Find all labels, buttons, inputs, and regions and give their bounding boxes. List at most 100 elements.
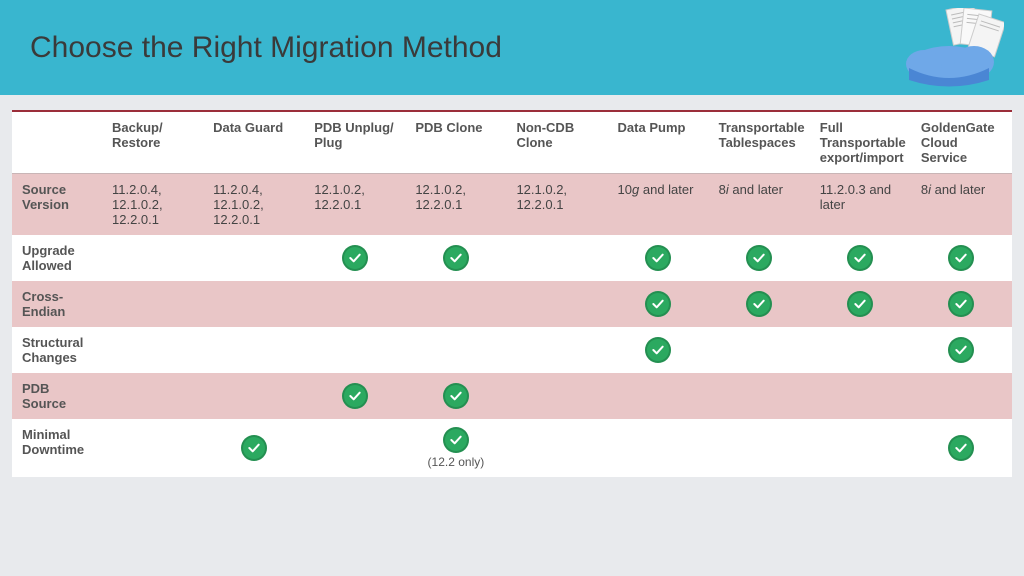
column-header: PDB Clone bbox=[405, 112, 506, 174]
column-header: Data Pump bbox=[608, 112, 709, 174]
check-icon bbox=[746, 291, 772, 317]
page-title: Choose the Right Migration Method bbox=[30, 31, 502, 65]
check-icon bbox=[342, 245, 368, 271]
table-cell bbox=[506, 281, 607, 327]
check-icon bbox=[948, 337, 974, 363]
migration-table: Backup/ RestoreData GuardPDB Unplug/ Plu… bbox=[12, 112, 1012, 477]
check-icon bbox=[746, 245, 772, 271]
column-header: PDB Unplug/ Plug bbox=[304, 112, 405, 174]
table-cell: 12.1.0.2, 12.2.0.1 bbox=[506, 174, 607, 236]
table-cell: 11.2.0.4, 12.1.0.2, 12.2.0.1 bbox=[203, 174, 304, 236]
table-row: Cross-Endian bbox=[12, 281, 1012, 327]
table-cell bbox=[709, 327, 810, 373]
table-row: Source Version11.2.0.4, 12.1.0.2, 12.2.0… bbox=[12, 174, 1012, 236]
page-header: Choose the Right Migration Method bbox=[0, 0, 1024, 95]
row-label: Structural Changes bbox=[12, 327, 102, 373]
column-header: Transportable Tablespaces bbox=[709, 112, 810, 174]
check-icon bbox=[241, 435, 267, 461]
table-cell bbox=[911, 281, 1012, 327]
table-cell bbox=[304, 327, 405, 373]
cell-note: (12.2 only) bbox=[415, 455, 496, 469]
table-cell bbox=[304, 281, 405, 327]
column-header: Full Transportable export/import bbox=[810, 112, 911, 174]
check-icon bbox=[443, 427, 469, 453]
table-cell bbox=[203, 235, 304, 281]
check-icon bbox=[443, 383, 469, 409]
table-cell: 11.2.0.3 and later bbox=[810, 174, 911, 236]
table-cell: 12.1.0.2, 12.2.0.1 bbox=[304, 174, 405, 236]
table-cell bbox=[911, 235, 1012, 281]
cloud-docs-icon bbox=[894, 8, 1004, 93]
table-cell bbox=[203, 281, 304, 327]
row-label-header bbox=[12, 112, 102, 174]
check-icon bbox=[847, 245, 873, 271]
table-cell bbox=[911, 373, 1012, 419]
check-icon bbox=[645, 291, 671, 317]
table-cell bbox=[810, 373, 911, 419]
check-icon bbox=[645, 337, 671, 363]
check-icon bbox=[847, 291, 873, 317]
check-icon bbox=[948, 435, 974, 461]
table-cell bbox=[506, 373, 607, 419]
table-cell bbox=[203, 373, 304, 419]
table-cell: 12.1.0.2, 12.2.0.1 bbox=[405, 174, 506, 236]
column-header: Data Guard bbox=[203, 112, 304, 174]
table-cell bbox=[911, 327, 1012, 373]
check-icon bbox=[342, 383, 368, 409]
table-cell bbox=[203, 327, 304, 373]
table-cell bbox=[608, 373, 709, 419]
row-label: Minimal Downtime bbox=[12, 419, 102, 477]
table-cell bbox=[304, 235, 405, 281]
table-cell bbox=[608, 281, 709, 327]
table-cell bbox=[405, 235, 506, 281]
content-area: Backup/ RestoreData GuardPDB Unplug/ Plu… bbox=[0, 95, 1024, 492]
table-row: Minimal Downtime (12.2 only) bbox=[12, 419, 1012, 477]
table-row: PDB Source bbox=[12, 373, 1012, 419]
table-cell bbox=[405, 327, 506, 373]
migration-table-wrap: Backup/ RestoreData GuardPDB Unplug/ Plu… bbox=[12, 110, 1012, 477]
table-cell bbox=[810, 419, 911, 477]
table-cell bbox=[405, 373, 506, 419]
column-header: Backup/ Restore bbox=[102, 112, 203, 174]
check-icon bbox=[443, 245, 469, 271]
table-cell: 8i and later bbox=[709, 174, 810, 236]
table-cell bbox=[102, 281, 203, 327]
table-cell bbox=[810, 235, 911, 281]
row-label: Source Version bbox=[12, 174, 102, 236]
table-cell bbox=[506, 327, 607, 373]
table-cell bbox=[709, 281, 810, 327]
check-icon bbox=[645, 245, 671, 271]
table-cell: (12.2 only) bbox=[405, 419, 506, 477]
table-cell bbox=[810, 327, 911, 373]
table-cell bbox=[304, 373, 405, 419]
column-header: GoldenGate Cloud Service bbox=[911, 112, 1012, 174]
table-cell bbox=[911, 419, 1012, 477]
table-cell: 11.2.0.4, 12.1.0.2, 12.2.0.1 bbox=[102, 174, 203, 236]
row-label: Cross-Endian bbox=[12, 281, 102, 327]
table-cell bbox=[304, 419, 405, 477]
table-row: Upgrade Allowed bbox=[12, 235, 1012, 281]
table-cell bbox=[506, 235, 607, 281]
check-icon bbox=[948, 291, 974, 317]
table-cell bbox=[102, 373, 203, 419]
row-label: PDB Source bbox=[12, 373, 102, 419]
table-cell bbox=[203, 419, 304, 477]
table-cell: 10g and later bbox=[608, 174, 709, 236]
table-cell bbox=[102, 419, 203, 477]
table-cell bbox=[709, 419, 810, 477]
table-cell bbox=[102, 327, 203, 373]
table-cell bbox=[608, 235, 709, 281]
table-row: Structural Changes bbox=[12, 327, 1012, 373]
check-icon bbox=[948, 245, 974, 271]
table-cell bbox=[608, 327, 709, 373]
table-cell bbox=[709, 373, 810, 419]
table-cell: 8i and later bbox=[911, 174, 1012, 236]
column-header: Non-CDB Clone bbox=[506, 112, 607, 174]
table-cell bbox=[506, 419, 607, 477]
row-label: Upgrade Allowed bbox=[12, 235, 102, 281]
table-cell bbox=[608, 419, 709, 477]
table-cell bbox=[405, 281, 506, 327]
table-cell bbox=[810, 281, 911, 327]
table-cell bbox=[709, 235, 810, 281]
table-cell bbox=[102, 235, 203, 281]
